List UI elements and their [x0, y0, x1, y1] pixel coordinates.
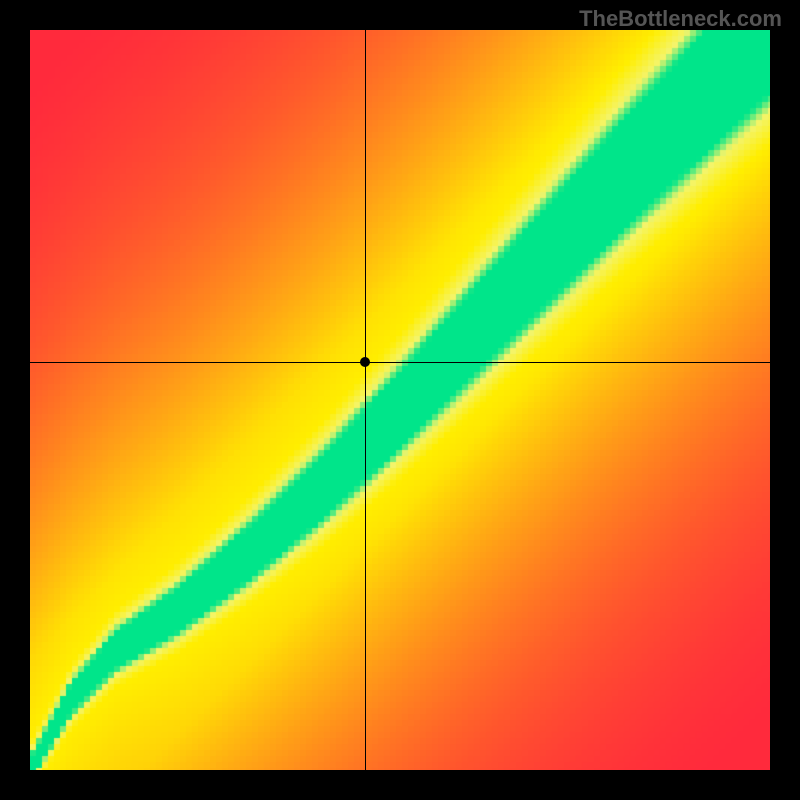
crosshair-horizontal [30, 362, 770, 363]
watermark-text: TheBottleneck.com [579, 6, 782, 32]
crosshair-vertical [365, 30, 366, 770]
chart-container: TheBottleneck.com [0, 0, 800, 800]
heatmap-canvas [30, 30, 770, 770]
crosshair-marker [360, 357, 370, 367]
plot-area [30, 30, 770, 770]
